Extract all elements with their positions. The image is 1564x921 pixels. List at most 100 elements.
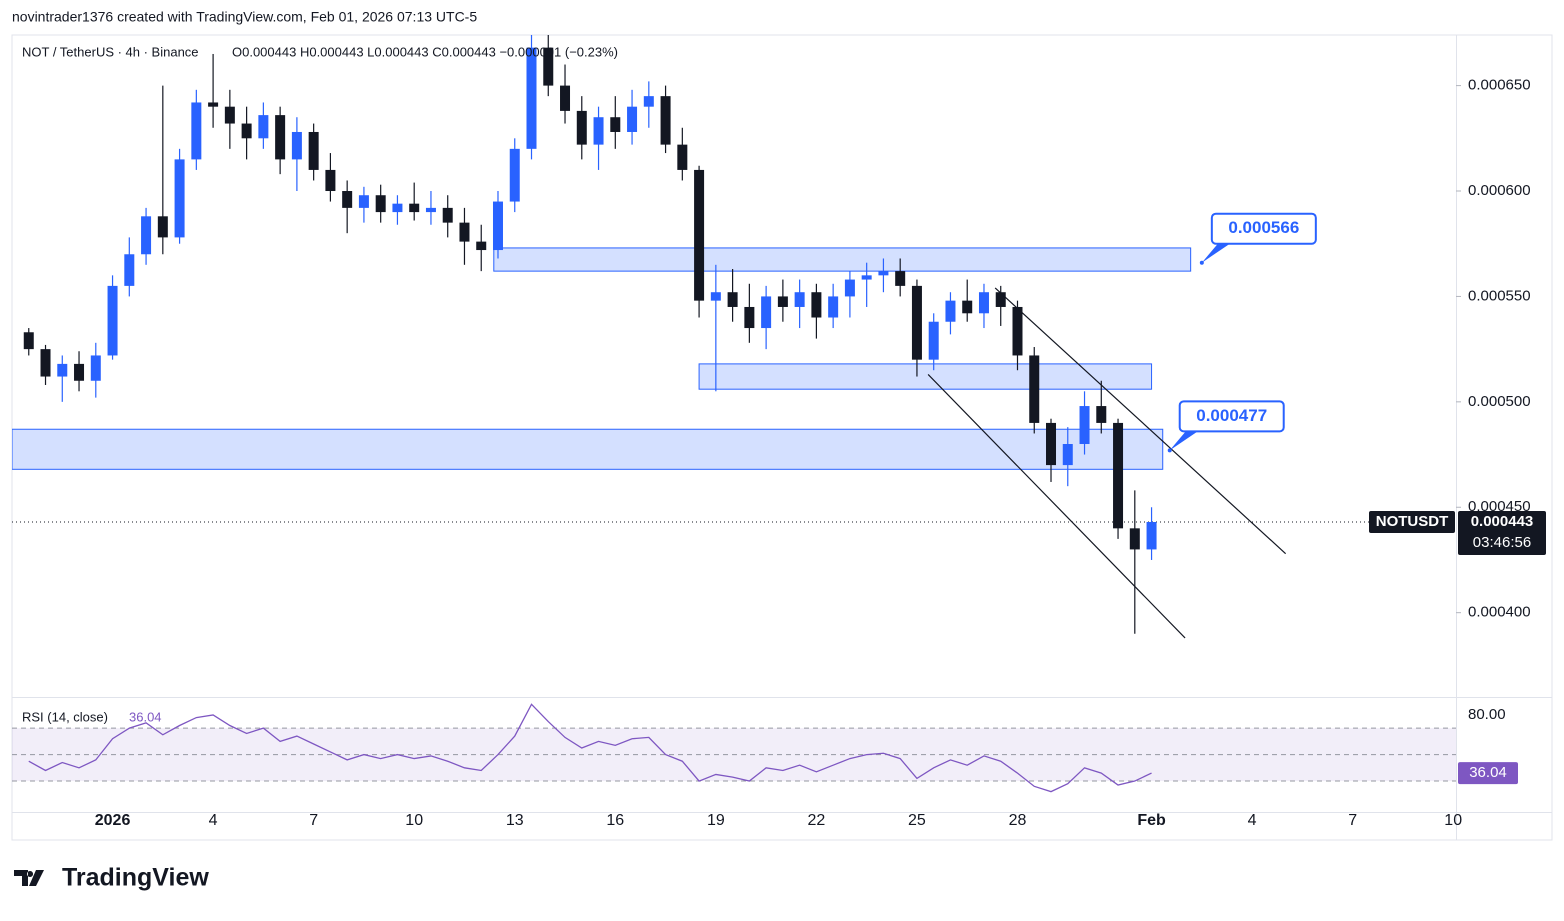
candle-body bbox=[476, 241, 487, 251]
symbol-label: NOTUSDT bbox=[1376, 513, 1449, 530]
candle-body bbox=[409, 203, 420, 213]
candle-body bbox=[157, 216, 168, 238]
candle-body bbox=[459, 222, 470, 242]
trendline bbox=[994, 287, 1287, 555]
x-tick-label: 7 bbox=[309, 812, 318, 829]
candle-body bbox=[74, 363, 85, 381]
candle-body bbox=[710, 292, 721, 301]
candle-body bbox=[308, 131, 319, 170]
callout-box bbox=[1178, 400, 1285, 433]
y-tick-label: 0.000550 bbox=[1468, 287, 1531, 304]
candle-body bbox=[694, 169, 705, 301]
candle-body bbox=[560, 85, 571, 111]
candle-body bbox=[1129, 528, 1140, 550]
candle-body bbox=[124, 254, 135, 286]
candle-body bbox=[40, 349, 51, 377]
rsi-legend-value: 36.04 bbox=[129, 709, 162, 724]
candle-body bbox=[375, 195, 386, 213]
legend-ohlc: O0.000443 H0.000443 L0.000443 C0.000443 … bbox=[232, 44, 618, 59]
candle-body bbox=[90, 355, 101, 381]
x-tick-label: 28 bbox=[1009, 812, 1027, 829]
candle-body bbox=[962, 300, 973, 314]
callout-pointer bbox=[1169, 431, 1198, 451]
price-pane bbox=[12, 35, 1456, 639]
callout-anchor bbox=[1199, 260, 1204, 265]
candle-body bbox=[442, 207, 453, 223]
candle-body bbox=[576, 110, 587, 145]
y-tick-label: 0.000650 bbox=[1468, 77, 1531, 94]
candle-body bbox=[744, 306, 755, 329]
candle-body bbox=[392, 203, 403, 213]
candle-body bbox=[291, 131, 302, 160]
candle-body bbox=[928, 321, 939, 360]
zone bbox=[12, 428, 1164, 470]
brand-logo: TradingView bbox=[14, 864, 209, 892]
candle-body bbox=[794, 292, 805, 307]
rsi-line bbox=[28, 703, 1152, 793]
candle-body bbox=[526, 47, 537, 149]
y-tick-label: 0.000600 bbox=[1468, 182, 1531, 199]
candle-body bbox=[593, 117, 604, 145]
candle-body bbox=[107, 285, 118, 356]
brand: TradingView bbox=[62, 864, 209, 892]
candle-body bbox=[911, 285, 922, 360]
callout-anchor bbox=[1167, 448, 1172, 453]
x-tick-label: 10 bbox=[1444, 812, 1462, 829]
candle-body bbox=[610, 117, 621, 132]
countdown-label: 03:46:56 bbox=[1473, 534, 1531, 551]
zone bbox=[493, 247, 1192, 272]
candle-body bbox=[995, 292, 1006, 307]
x-tick-label: 10 bbox=[405, 812, 423, 829]
x-tick-label: 25 bbox=[908, 812, 926, 829]
candle-body bbox=[425, 207, 436, 213]
candle-body bbox=[1096, 406, 1107, 423]
candle-body bbox=[241, 123, 252, 139]
trendline bbox=[927, 374, 1186, 639]
candle-body bbox=[1046, 422, 1057, 466]
candle-body bbox=[358, 195, 369, 208]
x-tick-label: 16 bbox=[606, 812, 624, 829]
candle-body bbox=[1062, 444, 1073, 466]
last-price-label: 0.000443 bbox=[1471, 513, 1534, 530]
x-tick-label: 13 bbox=[506, 812, 524, 829]
candle-body bbox=[258, 115, 269, 139]
candle-body bbox=[978, 292, 989, 314]
candle-body bbox=[1113, 422, 1124, 529]
rsi-tick-label: 80.00 bbox=[1468, 706, 1506, 723]
x-tick-label: 7 bbox=[1348, 812, 1357, 829]
candle-body bbox=[660, 96, 671, 145]
callout-box bbox=[1210, 212, 1317, 245]
candle-body bbox=[945, 300, 956, 322]
x-tick-label: 4 bbox=[209, 812, 218, 829]
x-tick-label: 19 bbox=[707, 812, 725, 829]
candle-body bbox=[1029, 355, 1040, 423]
rsi-value-label: 36.04 bbox=[1469, 764, 1507, 781]
candle-body bbox=[275, 115, 286, 160]
x-tick-label: 22 bbox=[807, 812, 825, 829]
candle-body bbox=[492, 201, 503, 251]
candle-body bbox=[643, 96, 654, 107]
candle-body bbox=[191, 102, 202, 160]
symbol-box bbox=[1369, 511, 1455, 534]
candle-body bbox=[224, 106, 235, 124]
rsi-title: RSI (14, close) bbox=[22, 709, 108, 724]
candle-body bbox=[1079, 406, 1090, 445]
candle-body bbox=[895, 271, 906, 286]
x-tick-label: Feb bbox=[1137, 812, 1166, 829]
y-tick-label: 0.000450 bbox=[1468, 498, 1531, 515]
candle-body bbox=[141, 216, 152, 255]
candle-body bbox=[23, 332, 34, 350]
callout-label: 0.000566 bbox=[1228, 218, 1299, 237]
callout-pointer bbox=[1201, 243, 1230, 263]
candle-body bbox=[342, 191, 353, 208]
zone bbox=[698, 363, 1153, 390]
candle-body bbox=[208, 102, 219, 107]
rsi-value-box bbox=[1458, 762, 1518, 785]
candle-body bbox=[761, 296, 772, 329]
rsi-pane bbox=[12, 703, 1456, 793]
callout-label: 0.000477 bbox=[1196, 406, 1267, 425]
candle-body bbox=[811, 292, 822, 318]
candle-body bbox=[543, 47, 554, 86]
